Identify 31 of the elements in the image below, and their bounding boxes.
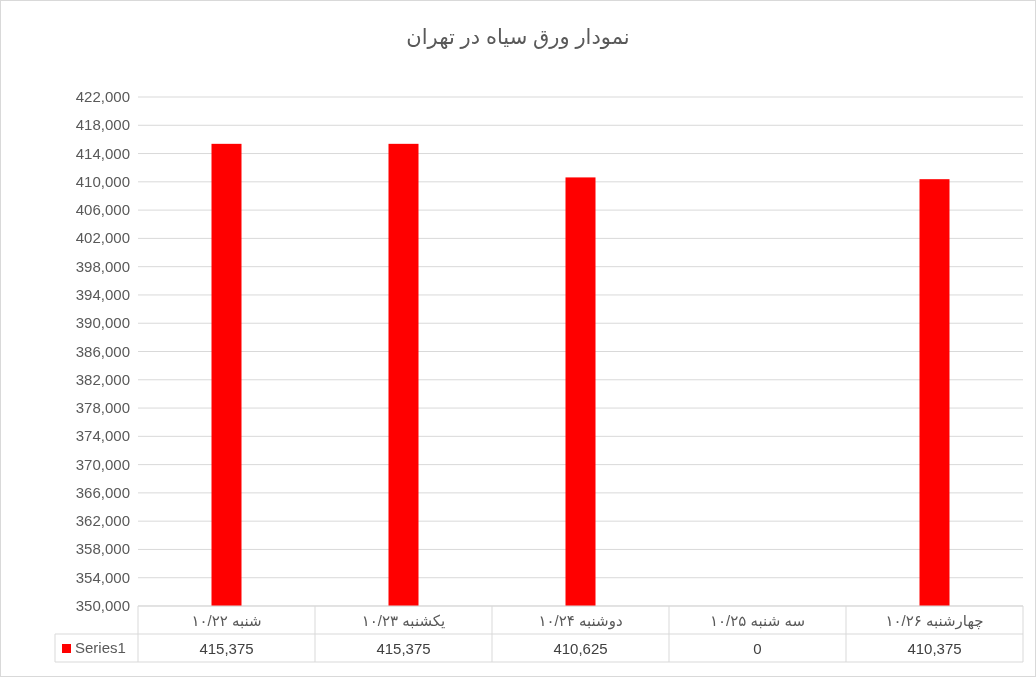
y-tick-label: 378,000	[75, 399, 130, 417]
y-tick-label: 358,000	[75, 540, 130, 558]
x-tick-label: ۱۰/۲۵ سه شنبه	[709, 612, 806, 629]
y-tick-label: 422,000	[75, 88, 130, 105]
legend-label: Series1	[75, 639, 126, 656]
x-tick-label: ۱۰/۲۶ چهارشنبه	[885, 612, 984, 630]
y-tick-label: 354,000	[75, 568, 130, 586]
data-label: 410,625	[553, 640, 608, 657]
y-tick-label: 382,000	[75, 370, 130, 388]
y-tick-label: 386,000	[75, 342, 130, 360]
text: 0	[753, 640, 762, 657]
y-tick-label: 414,000	[75, 144, 130, 162]
y-tick-label: 374,000	[75, 427, 130, 445]
y-tick-label: 362,000	[75, 512, 130, 530]
y-tick-label: 370,000	[75, 455, 130, 473]
y-tick-label: 394,000	[75, 285, 130, 303]
y-tick-label: 402,000	[75, 229, 130, 247]
data-label: 415,375	[376, 640, 431, 657]
chart-title: نمودار ورق سیاه در تهران	[406, 25, 630, 49]
y-tick-label: 350,000	[75, 597, 130, 614]
data-label: 410,375	[907, 640, 962, 657]
x-tick-label: ۱۰/۲۴ دوشنبه	[538, 612, 623, 630]
y-tick-label: 390,000	[75, 314, 130, 332]
x-tick-label: ۱۰/۲۳ یکشنبه	[361, 612, 446, 629]
y-tick-label: 418,000	[75, 116, 130, 134]
y-tick-label: 406,000	[75, 201, 130, 219]
x-tick-label: ۱۰/۲۲ شنبه	[191, 612, 262, 629]
y-tick-label: 410,000	[75, 172, 130, 190]
y-tick-label: 398,000	[75, 257, 130, 275]
y-tick-label: 366,000	[75, 483, 130, 501]
data-label: 415,375	[199, 640, 254, 657]
